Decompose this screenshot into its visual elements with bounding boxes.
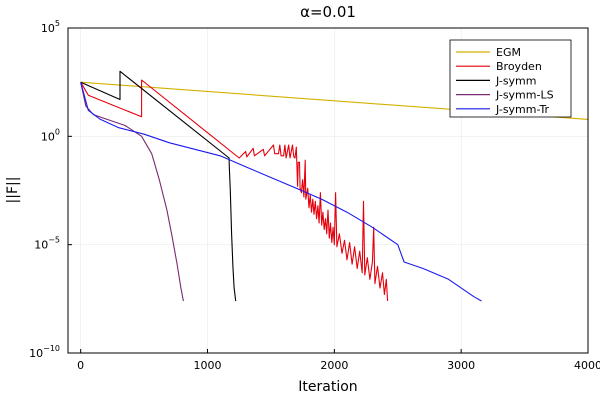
x-tick-label: 3000 (447, 359, 475, 372)
legend-label: J-symm-LS (495, 89, 554, 102)
legend-label: J-symm (495, 74, 537, 87)
plot-frame (67, 27, 589, 354)
x-tick-label: 4000 (574, 359, 600, 372)
series-line-j-symm (80, 70, 237, 302)
legend-label: EGM (496, 46, 521, 59)
legend-label: J-symm-Tr (495, 103, 550, 116)
series-line-broyden (80, 79, 389, 302)
x-tick-label: 1000 (194, 359, 222, 372)
x-axis-label: Iteration (298, 379, 357, 395)
series-line-j-symm-tr (80, 82, 482, 302)
y-tick-label: 100 (41, 127, 60, 143)
legend-label: Broyden (496, 60, 542, 73)
y-axis-label: ||F|| (5, 177, 21, 204)
x-axis-ticks: 0 1000 2000 3000 4000 (77, 349, 600, 372)
legend-box (449, 39, 572, 118)
chart-title: α=0.01 (300, 3, 356, 21)
x-tick-label: 2000 (320, 359, 348, 372)
y-tick-label: 10−5 (34, 236, 60, 252)
y-axis-ticks: 10−10 10−5 100 105 (29, 19, 72, 360)
y-tick-label: 10−10 (29, 344, 60, 360)
y-tick-label: 105 (41, 19, 60, 35)
x-tick-label: 0 (77, 359, 84, 372)
